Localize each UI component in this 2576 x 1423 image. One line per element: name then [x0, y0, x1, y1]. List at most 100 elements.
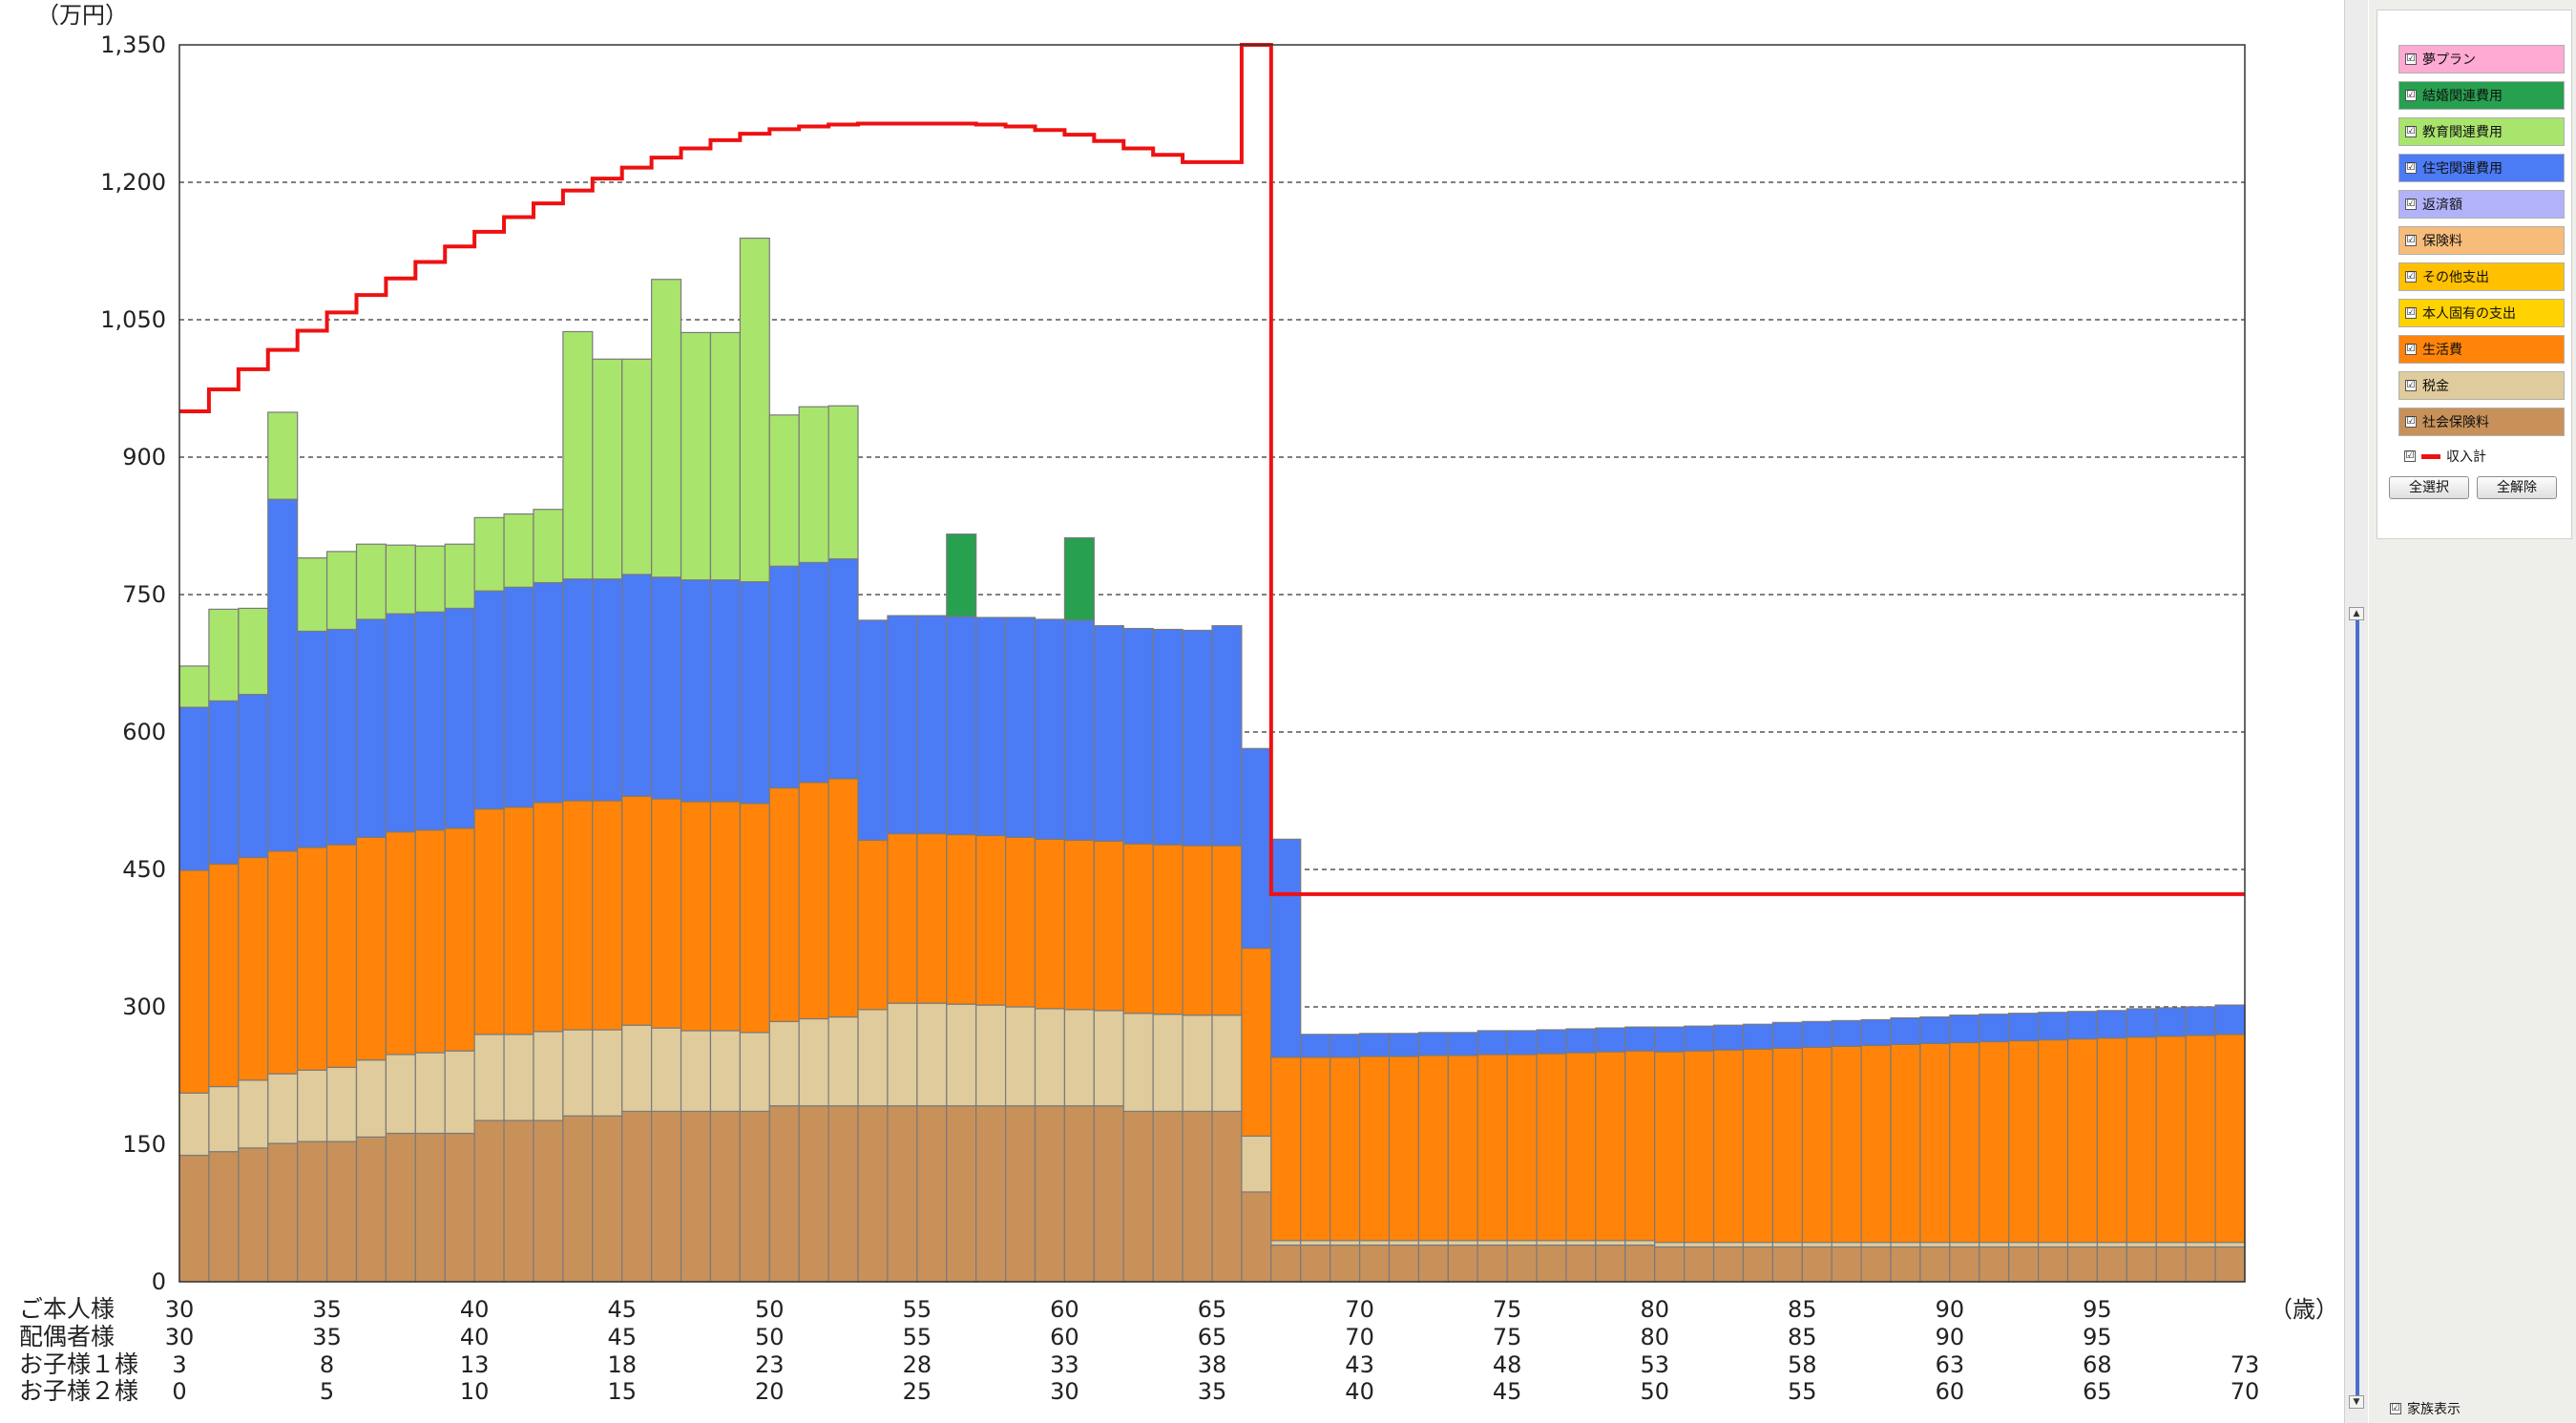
bar-segment-2-age-59: [1034, 838, 1066, 1010]
bar-segment-2-age-77: [1565, 1052, 1597, 1242]
checkbox[interactable]: ☑: [2405, 344, 2417, 355]
y-tick-label: 450: [122, 856, 166, 883]
checkbox-family-display[interactable]: ☑: [2390, 1403, 2401, 1414]
legend-item-income[interactable]: ☑ 収入計: [2398, 446, 2486, 467]
bar-segment-7-age-91: [1979, 1014, 2010, 1043]
bar-segment-1-age-49: [739, 1032, 770, 1113]
bar-segment-2-age-93: [2038, 1038, 2069, 1244]
scroll-down-icon[interactable]: ▼: [2349, 1395, 2364, 1409]
legend-item-label: 保険料: [2422, 234, 2462, 249]
bar-segment-2-age-91: [1979, 1040, 2010, 1244]
bar-segment-2-age-39: [444, 827, 475, 1052]
bar-segment-8-age-36: [355, 543, 387, 620]
bar-segment-7-age-63: [1152, 628, 1183, 846]
y-tick-labels: 0 150 300 450 600 750 900 1,050 1,200 1,350: [100, 31, 166, 1295]
age-tick: 95: [2083, 1296, 2112, 1323]
bar-segment-0-age-38: [414, 1132, 446, 1283]
bar-segment-7-age-94: [2066, 1011, 2099, 1040]
legend-item[interactable]: ☑ 社会保険料: [2398, 408, 2565, 436]
bar-segment-0-age-84: [1771, 1245, 1803, 1283]
age-tick: 50: [755, 1296, 785, 1323]
bar-segment-1-age-51: [798, 1017, 829, 1107]
bar-segment-0-age-65: [1211, 1110, 1243, 1283]
bar-segment-0-age-79: [1624, 1244, 1656, 1283]
legend-item[interactable]: ☑ 教育関連費用: [2398, 117, 2565, 146]
deselect-all-button[interactable]: 全解除: [2477, 476, 2557, 499]
bar-segment-1-age-69: [1330, 1240, 1361, 1246]
bar-segment-1-age-44: [592, 1029, 623, 1117]
bar-segment-1-age-39: [444, 1050, 475, 1135]
bar-segment-7-age-86: [1831, 1019, 1862, 1047]
age-tick: 85: [1788, 1324, 1817, 1350]
checkbox[interactable]: ☑: [2405, 380, 2417, 391]
bar-segment-8-age-44: [592, 358, 623, 580]
age-row-label: お子様１様: [19, 1350, 138, 1378]
bar-segment-0-age-92: [2008, 1245, 2040, 1283]
checkbox[interactable]: ☑: [2405, 271, 2417, 283]
bar-segment-1-age-42: [533, 1031, 564, 1121]
y-tick-label: 1,050: [100, 306, 166, 333]
bar-segment-2-age-82: [1712, 1049, 1745, 1244]
bar-segment-7-age-88: [1890, 1016, 1921, 1045]
bar-segment-0-age-30: [178, 1154, 210, 1283]
scroll-up-icon[interactable]: ▲: [2349, 607, 2364, 620]
bar-segment-2-age-33: [267, 850, 299, 1075]
bar-segment-1-age-52: [827, 1015, 859, 1107]
bar-segment-8-age-46: [651, 279, 682, 578]
bar-segment-2-age-71: [1388, 1056, 1419, 1242]
legend-item[interactable]: ☑ 夢プラン: [2398, 45, 2565, 73]
legend-item[interactable]: ☑ その他支出: [2398, 262, 2565, 291]
bar-segment-1-age-99: [2214, 1242, 2246, 1248]
bar-segment-8-age-38: [414, 545, 446, 613]
bar-segment-0-age-40: [473, 1120, 505, 1283]
bar-segment-7-age-70: [1358, 1033, 1391, 1057]
bar-segment-7-age-78: [1595, 1027, 1626, 1053]
bar-segment-0-age-91: [1979, 1245, 2010, 1283]
legend-item[interactable]: ☑ 本人固有の支出: [2398, 299, 2565, 327]
y-tick-label: 0: [152, 1268, 166, 1295]
checkbox[interactable]: ☑: [2405, 162, 2417, 174]
vertical-scrollbar[interactable]: ▲ ▼: [2344, 0, 2368, 1423]
bar-segment-2-age-55: [916, 832, 948, 1004]
plot-frame: [178, 44, 2246, 1283]
bar-segment-7-age-48: [709, 579, 741, 803]
bar-segment-8-age-34: [297, 556, 328, 632]
checkbox[interactable]: ☑: [2405, 307, 2417, 319]
checkbox[interactable]: ☑: [2405, 199, 2417, 210]
bar-segment-8-age-51: [798, 406, 829, 564]
bar-segment-0-age-62: [1122, 1110, 1154, 1283]
family-display-toggle[interactable]: ☑ 家族表示: [2390, 1399, 2461, 1418]
bar-segment-7-age-46: [651, 576, 682, 800]
legend-item[interactable]: ☑ 保険料: [2398, 226, 2565, 255]
bar-segment-2-age-90: [1949, 1041, 1980, 1244]
bar-segment-7-age-80: [1654, 1026, 1686, 1053]
bar-segment-1-age-79: [1624, 1240, 1656, 1246]
bar-segment-7-age-36: [355, 618, 387, 838]
legend-item[interactable]: ☑ 税金: [2398, 371, 2565, 400]
checkbox[interactable]: ☑: [2405, 126, 2417, 137]
legend-item[interactable]: ☑ 結婚関連費用: [2398, 81, 2565, 110]
bar-segment-0-age-32: [238, 1147, 269, 1283]
bar-segment-1-age-96: [2126, 1242, 2157, 1248]
legend-item[interactable]: ☑ 生活費: [2398, 335, 2565, 364]
bar-segment-0-age-57: [975, 1105, 1007, 1283]
bar-segment-2-age-32: [238, 856, 269, 1081]
bar-segment-7-age-81: [1684, 1025, 1715, 1052]
checkbox[interactable]: ☑: [2405, 90, 2417, 101]
bar-segment-7-age-67: [1270, 838, 1302, 1058]
legend-item-label: 教育関連費用: [2422, 125, 2503, 140]
age-tick: 75: [1493, 1324, 1522, 1350]
checkbox[interactable]: ☑: [2405, 53, 2417, 65]
bar-segment-1-age-94: [2066, 1242, 2099, 1248]
checkbox-income[interactable]: ☑: [2404, 450, 2416, 462]
checkbox[interactable]: ☑: [2405, 416, 2417, 428]
bar-segment-0-age-60: [1063, 1105, 1095, 1283]
select-all-button[interactable]: 全選択: [2389, 476, 2469, 499]
checkbox[interactable]: ☑: [2405, 235, 2417, 246]
legend-item[interactable]: ☑ 返済額: [2398, 190, 2565, 219]
bar-segment-1-age-73: [1447, 1240, 1478, 1246]
bar-segment-2-age-35: [325, 844, 358, 1068]
legend-item[interactable]: ☑ 住宅関連費用: [2398, 154, 2565, 182]
bar-segment-8-age-31: [208, 608, 240, 701]
scroll-track-line[interactable]: [2356, 620, 2359, 1408]
